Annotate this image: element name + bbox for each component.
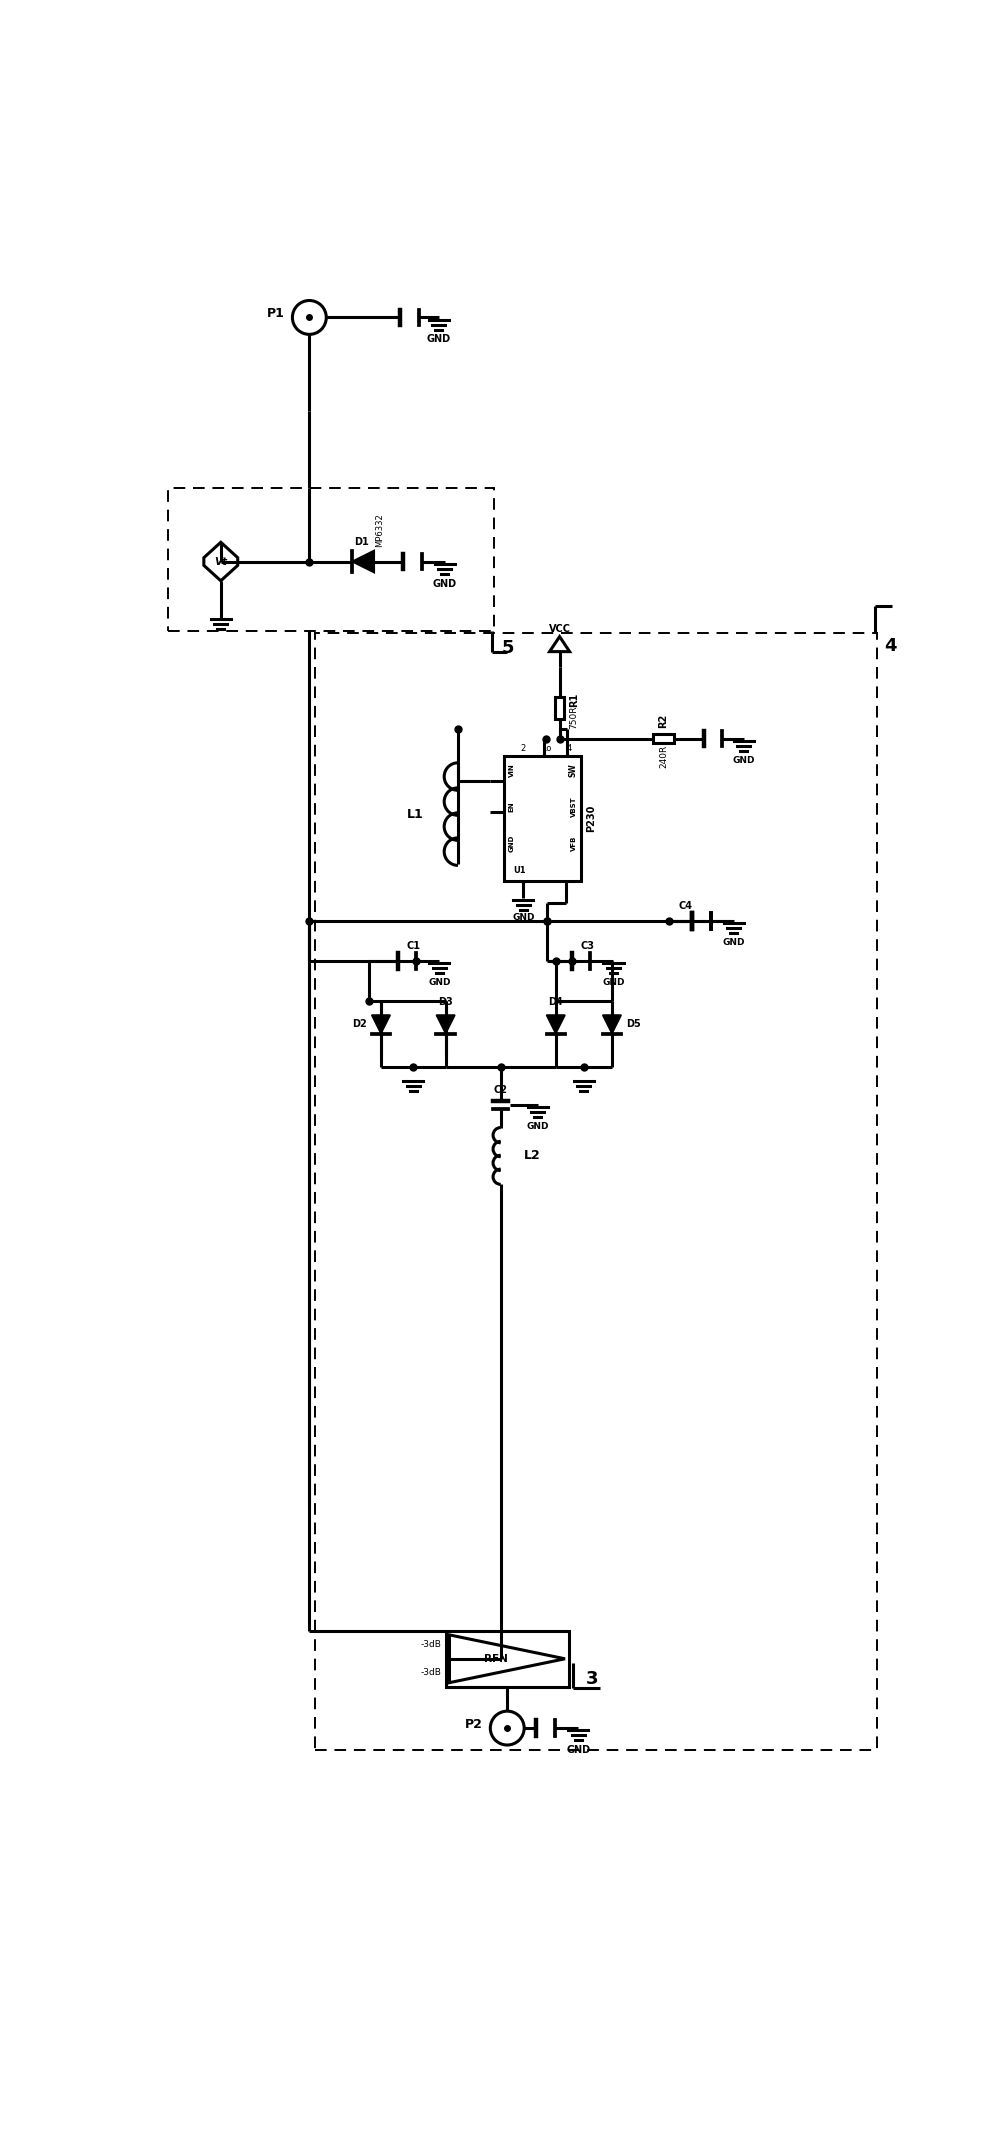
Text: GND: GND [722, 938, 745, 947]
Text: D2: D2 [352, 1019, 368, 1030]
Bar [505, 757, 581, 881]
Text: L2: L2 [524, 1149, 541, 1162]
Text: D1: D1 [354, 537, 370, 548]
Text: VIN: VIN [509, 763, 515, 776]
Text: VFB: VFB [571, 836, 577, 851]
Bar [168, 488, 494, 631]
Text: SW: SW [568, 763, 577, 776]
Text: Vt: Vt [214, 556, 228, 567]
Text: U1: U1 [514, 866, 526, 874]
Text: VCC: VCC [549, 623, 571, 633]
Text: GND: GND [433, 580, 457, 588]
Bar [653, 733, 675, 744]
Text: 240R: 240R [659, 744, 668, 768]
Text: GND: GND [602, 979, 624, 987]
Text: P2: P2 [464, 1718, 482, 1731]
Text: R2: R2 [659, 714, 669, 727]
Text: D5: D5 [625, 1019, 640, 1030]
Polygon shape [436, 1015, 455, 1034]
Text: C3: C3 [580, 940, 594, 951]
Polygon shape [352, 550, 374, 571]
Bar [555, 697, 564, 718]
Text: 750R: 750R [570, 706, 579, 729]
Text: 2: 2 [521, 744, 526, 753]
Text: GND: GND [732, 755, 755, 765]
Text: -3dB: -3dB [421, 1640, 442, 1650]
Polygon shape [547, 1015, 565, 1034]
Text: MP6332: MP6332 [375, 514, 384, 548]
Text: C4: C4 [679, 902, 693, 910]
Text: 4: 4 [884, 637, 897, 655]
Text: C1: C1 [406, 940, 420, 951]
Text: D4: D4 [549, 998, 563, 1006]
Text: 1o: 1o [542, 744, 552, 753]
Text: 4: 4 [567, 744, 572, 753]
Text: VBST: VBST [571, 795, 577, 817]
Text: EN: EN [509, 802, 515, 812]
Text: P1: P1 [267, 307, 285, 320]
Text: -3dB: -3dB [421, 1667, 442, 1678]
Text: GND: GND [427, 335, 451, 345]
Text: GND: GND [566, 1744, 590, 1755]
Polygon shape [603, 1015, 621, 1034]
Text: R1: R1 [570, 693, 580, 708]
Text: GND: GND [428, 979, 451, 987]
Bar [446, 1631, 569, 1686]
Text: 5: 5 [501, 637, 515, 657]
Text: P230: P230 [586, 806, 596, 831]
Polygon shape [372, 1015, 390, 1034]
Text: D3: D3 [438, 998, 453, 1006]
Text: GND: GND [509, 836, 515, 853]
Text: C2: C2 [493, 1085, 508, 1096]
Text: L1: L1 [407, 808, 423, 821]
Bar [315, 633, 877, 1750]
Text: 3: 3 [586, 1669, 598, 1689]
Text: GND: GND [527, 1121, 549, 1132]
Text: RFN: RFN [483, 1654, 508, 1663]
Text: GND: GND [513, 912, 535, 923]
